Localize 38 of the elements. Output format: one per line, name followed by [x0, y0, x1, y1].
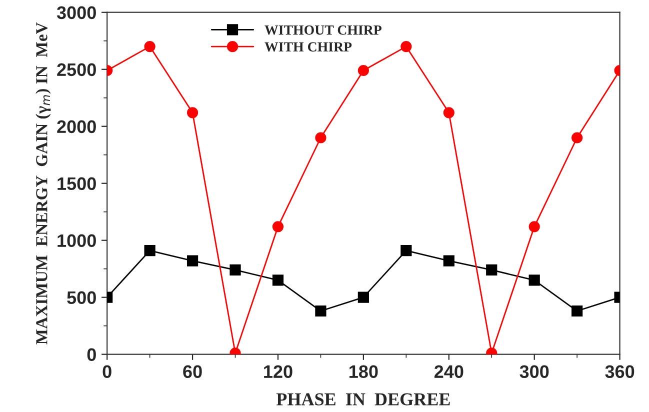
point — [572, 132, 583, 144]
point — [400, 41, 412, 52]
point — [443, 255, 454, 266]
point — [486, 264, 498, 276]
point — [443, 107, 454, 118]
y-tick-label: 1500 — [58, 177, 96, 190]
x-tick-label: 360 — [605, 365, 634, 378]
point — [186, 107, 198, 118]
point — [358, 64, 369, 76]
point — [144, 41, 156, 52]
point — [315, 132, 326, 144]
x-tick-label: 300 — [520, 365, 549, 378]
point — [528, 274, 540, 286]
x-axis-title: PHASE IN DEGREE — [276, 393, 450, 406]
point — [272, 221, 284, 232]
y-tick-label: 0 — [87, 348, 96, 362]
x-tick-label: 240 — [434, 365, 464, 378]
y-tick-label: 500 — [67, 291, 96, 304]
point — [358, 292, 369, 303]
x-tick-label: 180 — [350, 365, 378, 378]
y-tick-label: 1000 — [58, 234, 96, 248]
legend-label: WITH CHIRP — [264, 42, 352, 52]
point — [315, 305, 326, 317]
point — [186, 255, 198, 266]
y-axis-title: MAXIMUM ENERGY GAIN (γ$_{m}$) IN MeV — [36, 22, 51, 344]
y-tick-label: 3000 — [56, 6, 96, 20]
y-tick-label: 2000 — [57, 120, 96, 134]
point — [572, 305, 583, 317]
point — [272, 274, 284, 286]
point — [528, 221, 540, 232]
x-tick-label: 60 — [183, 365, 202, 378]
point — [400, 245, 412, 256]
point — [144, 245, 156, 256]
y-tick-label: 2500 — [57, 63, 96, 76]
x-tick-label: 120 — [264, 365, 292, 378]
legend-label: WITHOUT CHIRP — [264, 25, 382, 35]
x-tick-label: 0 — [102, 365, 112, 378]
point — [230, 264, 241, 276]
